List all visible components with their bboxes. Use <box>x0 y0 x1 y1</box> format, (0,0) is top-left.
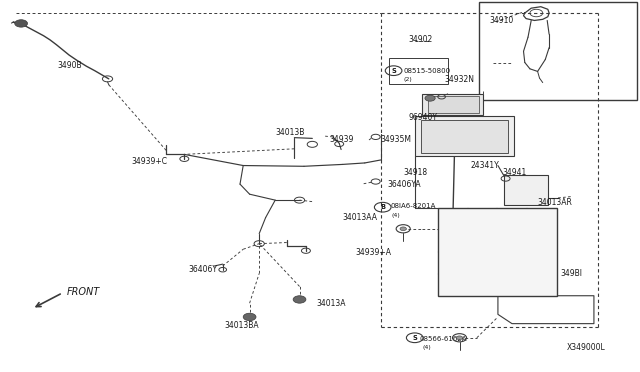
Text: 36406Y: 36406Y <box>189 265 218 274</box>
Bar <box>428 96 479 113</box>
Text: 34935M: 34935M <box>381 135 412 144</box>
Text: 34902: 34902 <box>408 35 433 44</box>
Text: FRONT: FRONT <box>67 287 100 297</box>
Text: 08IA6-8201A: 08IA6-8201A <box>390 203 436 209</box>
Bar <box>438 208 557 296</box>
Circle shape <box>456 336 463 340</box>
Bar <box>479 2 637 100</box>
Text: 34939+A: 34939+A <box>355 248 391 257</box>
Text: X349000L: X349000L <box>566 343 605 352</box>
Text: 34941: 34941 <box>502 169 527 177</box>
Text: 349BI: 349BI <box>560 269 582 278</box>
Text: 34013BA: 34013BA <box>224 321 259 330</box>
Text: 34013A: 34013A <box>317 299 346 308</box>
Bar <box>422 94 483 115</box>
Bar <box>421 120 508 153</box>
Text: 34939: 34939 <box>330 135 354 144</box>
Text: 34013B: 34013B <box>275 128 305 137</box>
Text: 34910: 34910 <box>490 16 514 25</box>
Bar <box>389 58 448 84</box>
Circle shape <box>293 296 306 303</box>
Text: (4): (4) <box>392 213 401 218</box>
Circle shape <box>243 313 256 321</box>
Text: 24341Y: 24341Y <box>470 161 499 170</box>
Text: 34939+C: 34939+C <box>131 157 167 166</box>
Text: 34013AR: 34013AR <box>538 198 572 207</box>
Circle shape <box>15 20 28 27</box>
Text: 36406YA: 36406YA <box>387 180 421 189</box>
Text: 96940Y: 96940Y <box>408 113 437 122</box>
Text: 34013AA: 34013AA <box>342 213 378 222</box>
Text: 34932N: 34932N <box>445 76 475 84</box>
Text: S: S <box>412 335 417 341</box>
Bar <box>504 175 548 205</box>
Text: 3490B: 3490B <box>58 61 82 70</box>
Text: 34918: 34918 <box>403 169 428 177</box>
Bar <box>415 116 514 156</box>
Text: (4): (4) <box>422 345 431 350</box>
Text: 08566-6162A: 08566-6162A <box>419 336 467 341</box>
Text: S: S <box>391 68 396 74</box>
Text: 08515-50800: 08515-50800 <box>403 68 451 74</box>
Circle shape <box>425 95 435 101</box>
Text: B: B <box>380 204 385 210</box>
Circle shape <box>400 227 406 231</box>
Text: (2): (2) <box>403 77 412 83</box>
